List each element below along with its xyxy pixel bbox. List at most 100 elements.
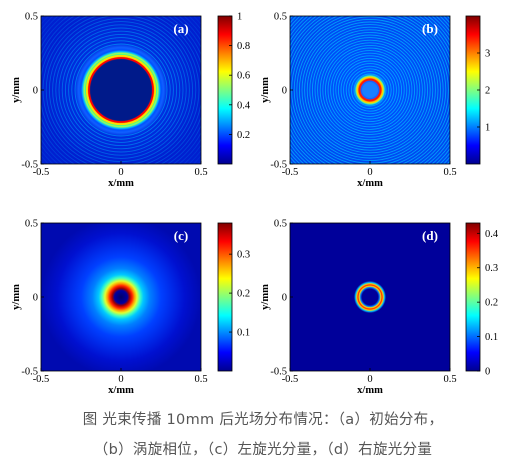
phase-fringe <box>340 60 400 120</box>
colorbar-tick-label: 0.6 <box>237 71 250 82</box>
heatmap-image <box>290 223 450 371</box>
x-tick-label: -0.5 <box>282 167 299 178</box>
heatmap-field <box>41 223 201 371</box>
y-tick-label: 0.5 <box>274 219 287 230</box>
diffraction-fringe <box>45 16 197 164</box>
y-axis-label: y/mm <box>260 77 271 103</box>
colorbar-tick-label: 0.4 <box>237 100 251 111</box>
phase-fringe <box>322 42 418 138</box>
colorbar-tick-label: 0.2 <box>237 289 250 300</box>
colorbar-gradient <box>465 222 481 372</box>
ring-peak <box>88 57 154 123</box>
x-tick-label: 0 <box>367 167 372 178</box>
ring-center <box>362 82 378 98</box>
heatmap-image <box>41 16 201 164</box>
y-tick-label: 0 <box>33 86 38 97</box>
figure-caption-line-2: （b）涡旋相位，（c）左旋光分量，（d）右旋光分量 <box>93 442 433 458</box>
diffraction-fringe <box>64 33 178 147</box>
colorbar-gradient <box>217 15 233 165</box>
x-tick-label: 0 <box>118 167 123 178</box>
y-tick-label: -0.5 <box>21 367 38 378</box>
diffraction-fringe <box>52 21 190 159</box>
phase-fringe <box>314 34 426 146</box>
phase-fringe <box>353 73 387 107</box>
phase-fringe <box>343 63 397 117</box>
phase-fringe <box>345 65 395 115</box>
heatmap-image <box>41 223 201 371</box>
colorbar-tick-label: 0.3 <box>485 263 498 274</box>
phase-fringe <box>298 18 442 162</box>
diffraction-fringe <box>61 30 181 150</box>
figure: -0.5-0.5000.50.5x/mmy/mm(a)0.20.40.60.81… <box>11 12 499 397</box>
x-tick-label: 0.5 <box>443 167 456 178</box>
y-tick-label: -0.5 <box>270 160 287 171</box>
colorbar-tick-label: 0 <box>485 367 490 378</box>
phase-fringe <box>348 68 392 112</box>
x-tick-label: 0.5 <box>194 374 207 385</box>
y-axis-label: y/mm <box>260 284 271 310</box>
x-tick-label: -0.5 <box>33 374 50 385</box>
phase-fringe <box>324 44 416 136</box>
heatmap-field <box>290 223 450 371</box>
phase-fringe <box>335 55 405 125</box>
colorbar: 0.1 0.2 0.3 <box>217 222 250 372</box>
phase-fringe <box>304 24 436 156</box>
y-tick-label: 0.5 <box>25 12 38 23</box>
y-axis-label: y/mm <box>11 77 22 103</box>
y-tick-label: 0 <box>282 86 287 97</box>
phase-fringe <box>337 57 403 123</box>
x-tick-label: 0 <box>367 374 372 385</box>
panel-label: (b) <box>422 21 438 36</box>
colorbar-tick-label: 1 <box>485 123 490 134</box>
x-tick-label: 0 <box>118 374 123 385</box>
x-tick-label: 0.5 <box>194 167 207 178</box>
diffraction-fringe <box>71 40 171 140</box>
colorbar-tick-label: 0.1 <box>485 332 498 343</box>
x-axis-label: x/mm <box>108 178 134 189</box>
x-axis-label: x/mm <box>357 385 383 396</box>
colorbar-tick-label: 0.2 <box>485 298 498 309</box>
heatmap-panel-b: -0.5-0.5 0 0 0.5 0.5 x/mm y/mm (b) 1 2 3 <box>260 12 490 190</box>
y-tick-label: -0.5 <box>21 160 38 171</box>
phase-fringe <box>311 31 429 149</box>
x-axis-label: x/mm <box>108 385 134 396</box>
y-axis-label: y/mm <box>11 284 22 310</box>
phase-fringe <box>350 70 390 110</box>
y-tick-label: -0.5 <box>270 367 287 378</box>
x-tick-label: -0.5 <box>33 167 50 178</box>
phase-fringe <box>332 52 408 128</box>
phase-fringe <box>327 47 413 133</box>
diffraction-fringe <box>55 24 187 156</box>
colorbar-tick-label: 0.2 <box>237 130 250 141</box>
phase-fringe <box>330 50 410 130</box>
colorbar-tick-label: 0.3 <box>237 250 250 261</box>
ring-shoulder <box>356 76 384 104</box>
colorbar-tick-label: 0.4 <box>485 229 499 240</box>
x-tick-label: 0.5 <box>443 374 456 385</box>
phase-fringe <box>309 29 431 151</box>
phase-fringe <box>317 37 423 143</box>
phase-fringe <box>293 16 447 164</box>
colorbar-tick-label: 2 <box>485 86 490 97</box>
heatmap-panel-c: -0.5-0.5 0 0 0.5 0.5 x/mm y/mm (c) 0.1 0.2 0.3 <box>11 219 250 397</box>
heatmap-panel-d: -0.5-0.5 0 0 0.5 0.5 x/mm y/mm (d) 0 0.1 0.2 0.3 0.4 <box>260 219 499 397</box>
colorbar-tick-label: 3 <box>485 49 490 60</box>
y-tick-label: 0 <box>33 293 38 304</box>
colorbar-tick-label: 1 <box>237 12 242 23</box>
colorbar-tick-label: 0.1 <box>237 328 250 339</box>
colorbar: 1 2 3 <box>465 15 490 165</box>
x-tick-label: -0.5 <box>282 374 299 385</box>
figure-caption-line-1: 图 光束传播 10mm 后光场分布情况：（a）初始分布， <box>82 412 444 428</box>
y-tick-label: 0 <box>282 293 287 304</box>
diffraction-fringe <box>68 37 174 143</box>
phase-fringe <box>306 26 434 154</box>
heatmap-panel-a: -0.5-0.5 0 0 0.5 0.5 x/mm y/mm (a) 0.2 0.4 0.6 0.8 1 <box>11 12 251 190</box>
diffraction-fringe <box>74 43 168 137</box>
ring-shoulder <box>85 54 157 126</box>
phase-fringe <box>301 21 439 159</box>
panel-label: (d) <box>422 228 438 243</box>
colorbar-gradient <box>217 222 233 372</box>
x-axis-label: x/mm <box>357 178 383 189</box>
phase-fringe <box>319 39 421 141</box>
colorbar: 0.2 0.4 0.6 0.8 1 <box>217 12 251 165</box>
